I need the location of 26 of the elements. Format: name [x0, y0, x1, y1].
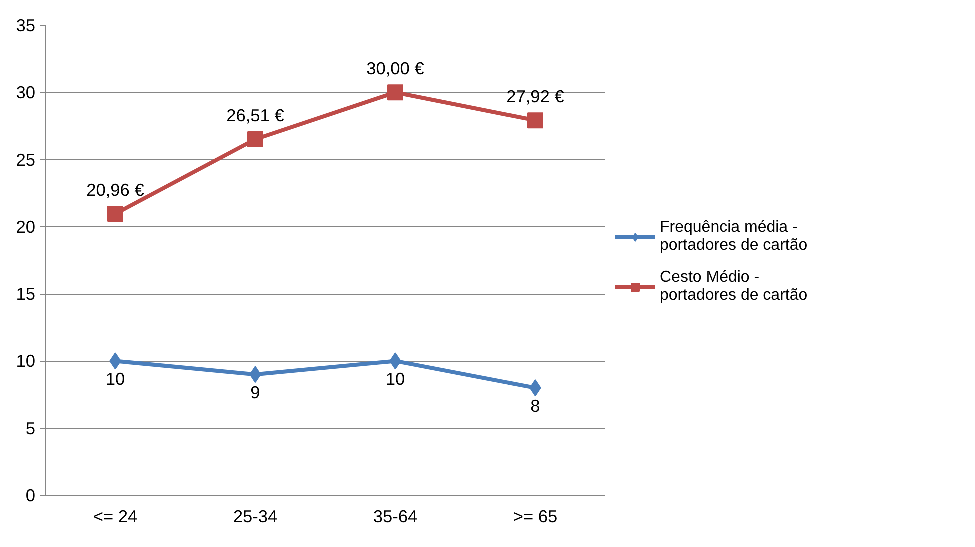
y-tick-label: 5 [26, 418, 36, 438]
data-label: 30,00 € [366, 58, 425, 79]
legend-label: Cesto Médio - portadores de cartão [660, 269, 808, 305]
x-tick-label: 25-34 [233, 506, 278, 526]
y-tick-label: 15 [16, 284, 36, 304]
legend-label: Frequência média - portadores de cartão [660, 219, 808, 255]
x-tick-label: 35-64 [373, 506, 418, 526]
data-label: 8 [530, 396, 540, 416]
y-tick-label: 0 [26, 486, 36, 506]
y-tick-label: 20 [16, 216, 36, 237]
x-tick-label: >= 65 [513, 506, 558, 526]
data-label: 9 [250, 382, 260, 403]
y-tick-label: 30 [16, 82, 36, 103]
point [248, 132, 264, 148]
point [108, 206, 124, 222]
x-tick-label: <= 24 [93, 506, 138, 526]
y-tick-label: 35 [16, 16, 36, 36]
data-label: 10 [386, 369, 406, 390]
point [388, 84, 404, 101]
y-tick-label: 25 [16, 150, 36, 170]
data-label: 20,96 € [86, 180, 145, 200]
data-label: 27,92 € [506, 86, 565, 107]
data-label: 26,51 € [226, 106, 285, 126]
data-label: 10 [106, 369, 126, 390]
y-tick-label: 10 [16, 351, 36, 372]
point [528, 112, 544, 129]
